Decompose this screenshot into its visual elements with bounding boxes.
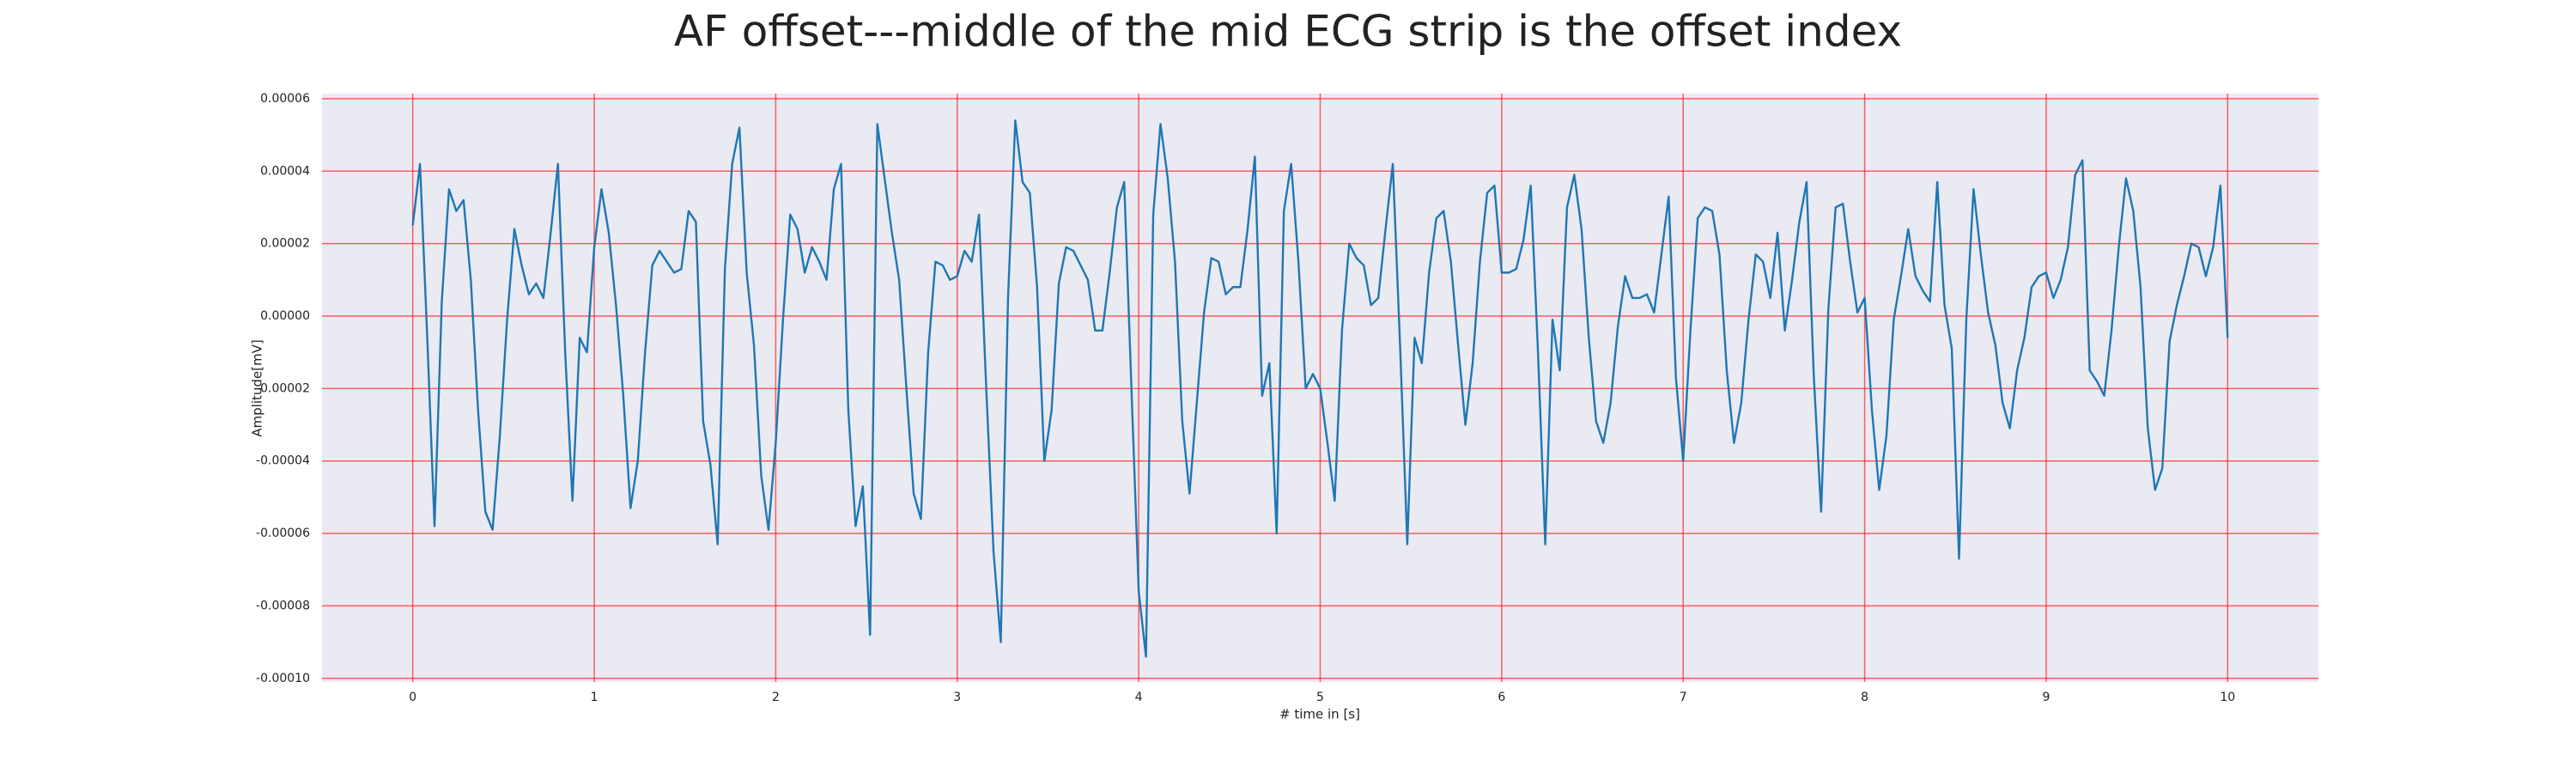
chart-title: AF offset---middle of the mid ECG strip …	[674, 7, 1902, 57]
y-tick-label: 0.00002	[260, 237, 310, 251]
x-tick-label: 0	[409, 691, 416, 704]
y-tick-label: 0.00006	[260, 92, 310, 106]
x-tick-label: 7	[1680, 691, 1687, 704]
x-tick-label: 10	[2220, 691, 2235, 704]
x-tick-label: 1	[591, 691, 598, 704]
y-tick-label: -0.00002	[256, 381, 310, 395]
x-tick-label: 8	[1861, 691, 1868, 704]
y-axis-label: Amplitude[mV]	[250, 339, 265, 436]
y-tick-label: -0.00004	[256, 454, 310, 468]
y-tick-label: 0.00000	[260, 309, 310, 323]
marks	[411, 119, 2229, 658]
x-tick-label: 4	[1135, 691, 1143, 704]
labels: AF offset---middle of the mid ECG strip …	[250, 7, 2236, 722]
y-tick-label: -0.00006	[256, 526, 310, 540]
y-tick-label: -0.00010	[256, 672, 310, 685]
y-tick-label: 0.00004	[260, 164, 310, 178]
ecg-line	[411, 119, 2229, 658]
x-tick-label: 5	[1316, 691, 1324, 704]
x-tick-label: 6	[1498, 691, 1505, 704]
y-tick-label: -0.00008	[256, 599, 310, 612]
x-tick-label: 9	[2042, 691, 2050, 704]
x-axis-label: # time in [s]	[1279, 707, 1360, 722]
x-tick-label: 2	[772, 691, 780, 704]
x-tick-label: 3	[953, 691, 961, 704]
